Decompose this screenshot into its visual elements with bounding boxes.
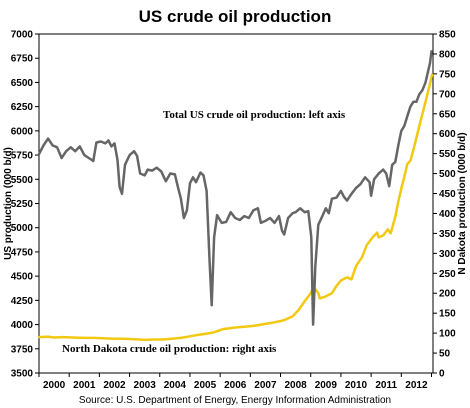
x-tick-label: 2008 bbox=[285, 380, 308, 391]
right-axis-ticks: 0 50 100 150 200 250 300 350 400 450 500 550 600 650 7… bbox=[433, 30, 456, 380]
x-tick-label: 2010 bbox=[345, 380, 368, 391]
right-tick-label: 700 bbox=[439, 89, 456, 100]
right-tick-label: 0 bbox=[439, 369, 445, 380]
left-tick-label: 4750 bbox=[11, 247, 34, 258]
chart-title: US crude oil production bbox=[139, 7, 332, 26]
right-tick-label: 200 bbox=[439, 289, 456, 300]
right-tick-label: 300 bbox=[439, 249, 456, 260]
right-tick-label: 600 bbox=[439, 129, 456, 140]
plot-area bbox=[38, 33, 434, 374]
left-tick-label: 4000 bbox=[11, 320, 34, 331]
left-tick-label: 4500 bbox=[11, 272, 34, 283]
right-tick-label: 150 bbox=[439, 309, 456, 320]
right-tick-label: 500 bbox=[439, 169, 456, 180]
x-tick-label: 2001 bbox=[73, 380, 96, 391]
left-axis-ticks: 3500 3750 4000 4250 4500 4750 5000 5250 5500 5750… bbox=[11, 30, 39, 380]
x-axis-ticks: 2000 2001 2002 2003 2004 2005 2006 2007 2008 2009… bbox=[38, 373, 432, 391]
x-tick-label: 2007 bbox=[254, 380, 277, 391]
left-tick-label: 5000 bbox=[11, 223, 34, 234]
x-tick-label: 2011 bbox=[375, 380, 397, 391]
left-tick-label: 6750 bbox=[11, 54, 34, 65]
left-tick-label: 5250 bbox=[11, 199, 34, 210]
right-tick-label: 850 bbox=[439, 30, 456, 41]
x-tick-label: 2004 bbox=[164, 380, 187, 391]
left-tick-label: 6250 bbox=[11, 102, 34, 113]
x-tick-label: 2000 bbox=[43, 380, 66, 391]
right-tick-label: 250 bbox=[439, 269, 456, 280]
left-tick-label: 7000 bbox=[11, 30, 34, 41]
left-tick-label: 4250 bbox=[11, 296, 34, 307]
x-tick-label: 2012 bbox=[405, 380, 428, 391]
right-tick-label: 550 bbox=[439, 149, 456, 160]
right-tick-label: 750 bbox=[439, 69, 456, 80]
right-tick-label: 350 bbox=[439, 229, 456, 240]
right-tick-label: 50 bbox=[439, 349, 451, 360]
right-tick-label: 450 bbox=[439, 189, 456, 200]
right-axis-label: N Dakota production (000 b/d) bbox=[457, 132, 468, 274]
right-tick-label: 650 bbox=[439, 109, 456, 120]
right-tick-label: 100 bbox=[439, 329, 456, 340]
nd-series-annotation: North Dakota crude oil production: right… bbox=[62, 343, 277, 355]
left-tick-label: 6000 bbox=[11, 126, 34, 137]
left-tick-label: 6500 bbox=[11, 78, 34, 89]
x-tick-label: 2002 bbox=[103, 380, 126, 391]
left-axis-label: US production (000 b/d) bbox=[3, 147, 14, 260]
left-tick-label: 3500 bbox=[11, 369, 34, 380]
right-tick-label: 800 bbox=[439, 49, 456, 60]
left-tick-label: 3750 bbox=[11, 344, 34, 355]
right-tick-label: 400 bbox=[439, 209, 456, 220]
left-tick-label: 5750 bbox=[11, 151, 34, 162]
source-note: Source: U.S. Department of Energy, Energ… bbox=[79, 395, 391, 406]
us-series-annotation: Total US crude oil production: left axis bbox=[163, 109, 346, 121]
x-tick-label: 2009 bbox=[315, 380, 338, 391]
series-layer bbox=[37, 50, 434, 342]
x-tick-label: 2003 bbox=[134, 380, 157, 391]
x-tick-label: 2005 bbox=[194, 380, 217, 391]
x-tick-label: 2006 bbox=[224, 380, 247, 391]
left-tick-label: 5500 bbox=[11, 175, 34, 186]
us-production-line bbox=[37, 50, 433, 326]
